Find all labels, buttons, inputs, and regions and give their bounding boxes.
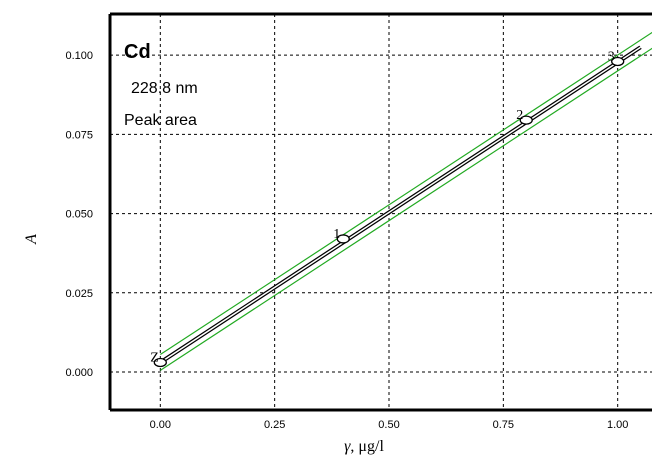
x-tick-label: 0.00 [150,419,171,431]
data-points: Z 1 2 3 [150,50,625,368]
x-tick-label: 1.00 [607,419,628,431]
y-tick-label: 0.000 [65,367,93,379]
data-point-label: Z [150,350,159,365]
y-axis-title: A [23,234,40,245]
data-point [153,357,167,368]
y-tick-label: 0.050 [65,209,93,221]
confidence-upper-line [159,31,652,356]
fit-line [159,46,641,364]
x-axis-title: γ, μg/l [344,438,384,455]
data-point [519,115,533,125]
data-point-label: 1 [333,227,340,242]
y-tick-label: 0.075 [65,129,93,141]
data-point [611,56,625,67]
annotation-wavelength: 228.8 nm [131,80,198,97]
x-tick-label: 0.75 [493,419,514,431]
tick-labels: 0.00 0.25 0.50 0.75 1.00 0.000 0.025 0.050 0.075… [65,50,628,431]
series-lines [159,31,652,371]
x-tick-label: 0.25 [264,419,285,431]
y-tick-label: 0.025 [65,288,93,300]
annotation-element: Cd [124,41,151,63]
x-tick-label: 0.50 [378,419,399,431]
data-point-label: 2 [516,108,523,123]
annotation-mode: Peak area [124,112,197,129]
y-tick-label: 0.100 [65,50,93,62]
data-point [336,234,350,244]
confidence-lower-line [159,47,652,371]
data-point-label: 3 [608,50,615,65]
